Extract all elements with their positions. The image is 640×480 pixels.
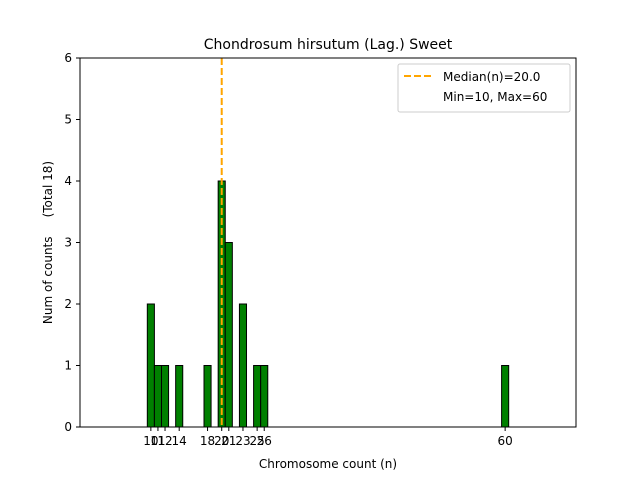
x-tick-label: 18 <box>200 434 215 448</box>
x-tick-label: 20 <box>214 434 229 448</box>
x-tick-label: 25 <box>250 434 265 448</box>
x-tick-label: 23 <box>235 434 250 448</box>
y-tick-label: 6 <box>64 51 72 65</box>
y-tick-label: 2 <box>64 297 72 311</box>
bar-n-14 <box>175 365 184 428</box>
bar-n-18 <box>203 365 212 428</box>
legend: Median(n)=20.0 Min=10, Max=60 <box>397 63 571 113</box>
x-tick-label: 10 <box>143 434 158 448</box>
x-tick-label: 26 <box>257 434 272 448</box>
y-ticks: 0 1 2 3 4 5 6 <box>64 51 80 434</box>
y-axis-label: Num of counts (Total 18) <box>41 161 55 324</box>
legend-entry-minmax: Min=10, Max=60 <box>443 90 547 104</box>
bars-layer <box>146 180 510 428</box>
bar-n-26 <box>260 365 269 428</box>
x-tick-label: 21 <box>221 434 236 448</box>
y-tick-label: 4 <box>64 174 72 188</box>
x-tick-label: 12 <box>157 434 172 448</box>
x-tick-label: 14 <box>172 434 187 448</box>
bar-n-11 <box>153 365 162 428</box>
y-tick-label: 0 <box>64 420 72 434</box>
bar-n-12 <box>160 365 170 428</box>
bar-n-21 <box>224 242 233 428</box>
y-tick-label: 5 <box>64 113 72 127</box>
bar-n-10 <box>146 303 155 428</box>
legend-entry-median: Median(n)=20.0 <box>443 70 540 84</box>
y-tick-label: 1 <box>64 359 72 373</box>
bar-n-23 <box>238 303 248 428</box>
legend-box <box>397 63 571 113</box>
x-axis-label: Chromosome count (n) <box>259 457 397 471</box>
bar-n-60 <box>501 365 510 428</box>
bar-n-25 <box>253 365 262 428</box>
x-tick-label: 60 <box>498 434 513 448</box>
y-tick-label: 3 <box>64 236 72 250</box>
x-tick-label: 11 <box>150 434 165 448</box>
chart-title: Chondrosum hirsutum (Lag.) Sweet <box>204 37 453 53</box>
